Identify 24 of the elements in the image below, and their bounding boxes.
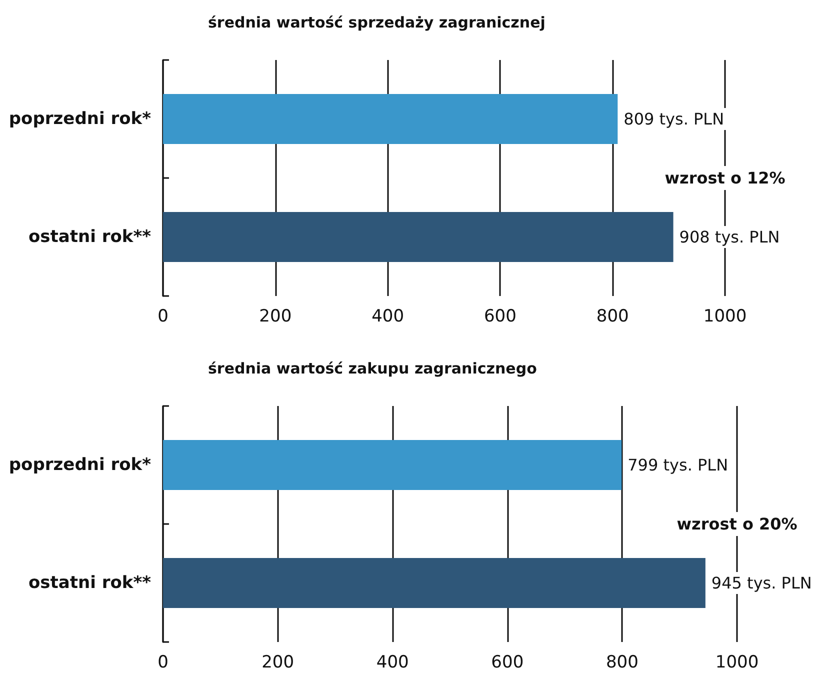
data-label: 908 tys. PLN [679,228,780,246]
x-tick-label: 1000 [703,306,747,326]
x-tick-label: 0 [158,652,168,672]
annotation: wzrost o 12% [664,168,786,188]
x-tick-label: 200 [262,652,294,672]
y-tick-label: ostatni rok** [28,227,152,247]
x-tick-label: 600 [491,652,524,672]
x-tick-label: 400 [372,306,404,326]
data-label: 809 tys. PLN [624,110,724,128]
chart-title: średnia wartość zakupu zagranicznego [208,360,537,378]
x-tick-label: 800 [606,652,638,672]
y-tick-label: poprzedni rok* [8,455,152,475]
annotation: wzrost o 20% [676,514,798,534]
chart-title: średnia wartość sprzedaży zagranicznej [208,14,546,32]
x-tick-label: 600 [484,306,516,326]
x-tick-label: 800 [596,306,629,326]
y-tick-label: ostatni rok** [28,573,152,593]
x-tick-label: 400 [376,652,409,672]
x-tick-label: 1000 [715,652,759,672]
data-label: 799 tys. PLN [628,456,728,474]
y-tick-label: poprzedni rok* [8,109,152,129]
data-label: 945 tys. PLN [711,574,812,592]
x-tick-label: 200 [259,306,292,326]
x-tick-label: 0 [158,306,168,326]
